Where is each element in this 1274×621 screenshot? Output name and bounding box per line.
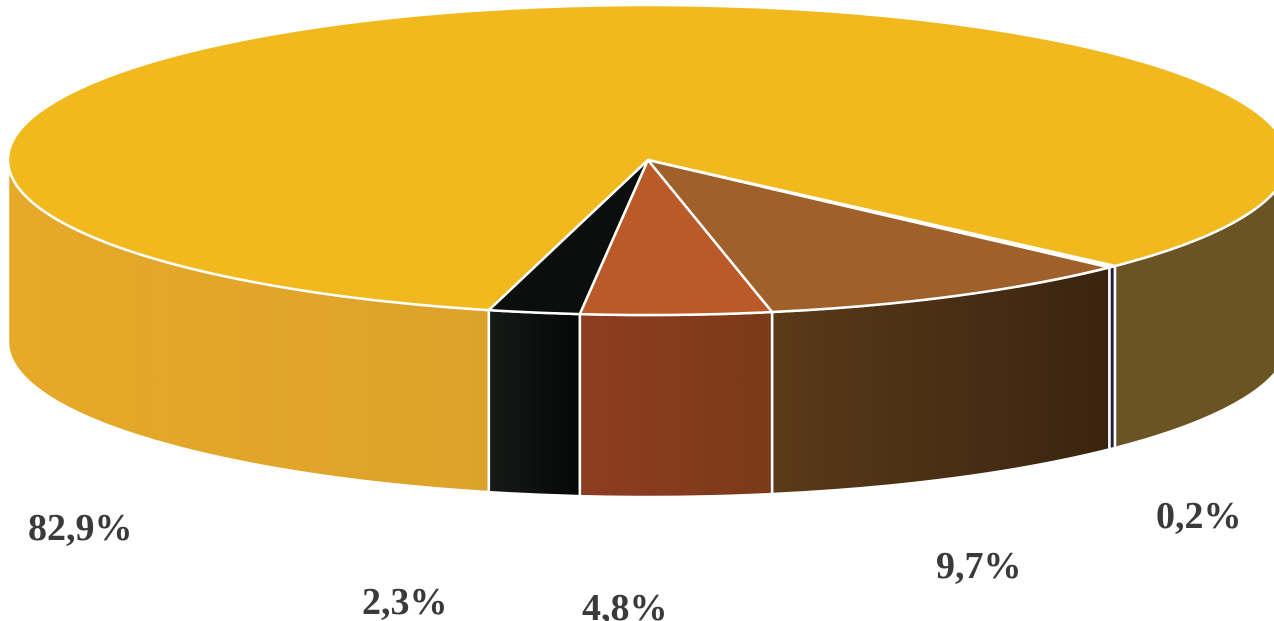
- data-label-1: 82,9%: [28, 507, 133, 549]
- data-label-5: 0,2%: [1156, 495, 1242, 537]
- pie-slice-4: [646, 158, 1111, 314]
- pie-slice-side-3: [578, 310, 774, 499]
- data-label-4: 9,7%: [936, 545, 1022, 587]
- pie-sides: [6, 158, 1274, 499]
- data-label-2: 2,3%: [362, 581, 448, 621]
- pie-slice-5: [646, 158, 1117, 269]
- data-label-3: 4,8%: [582, 587, 668, 621]
- pie-data-labels: 82,9% 2,3% 4,8% 9,7% 0,2%: [28, 495, 1242, 621]
- pie-slice-3: [578, 158, 774, 317]
- pie-tops: [6, 3, 1274, 317]
- pie-slice-1: [6, 3, 1274, 312]
- pie-slice-side-2: [487, 308, 582, 498]
